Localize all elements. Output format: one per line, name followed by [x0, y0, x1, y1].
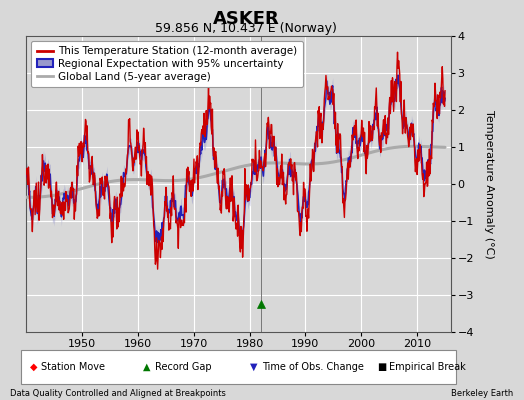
- Legend: This Temperature Station (12-month average), Regional Expectation with 95% uncer: This Temperature Station (12-month avera…: [31, 41, 303, 87]
- Text: Time of Obs. Change: Time of Obs. Change: [262, 362, 364, 372]
- Text: Empirical Break: Empirical Break: [389, 362, 465, 372]
- Y-axis label: Temperature Anomaly (°C): Temperature Anomaly (°C): [484, 110, 494, 258]
- Text: Data Quality Controlled and Aligned at Breakpoints: Data Quality Controlled and Aligned at B…: [10, 389, 226, 398]
- Text: ▼: ▼: [250, 362, 258, 372]
- Text: Record Gap: Record Gap: [155, 362, 211, 372]
- Text: ◆: ◆: [30, 362, 38, 372]
- Text: Station Move: Station Move: [41, 362, 105, 372]
- Text: Berkeley Earth: Berkeley Earth: [451, 389, 514, 398]
- Text: ASKER: ASKER: [213, 10, 280, 28]
- Text: ■: ■: [377, 362, 386, 372]
- Text: ▲: ▲: [143, 362, 150, 372]
- Text: 59.856 N, 10.437 E (Norway): 59.856 N, 10.437 E (Norway): [155, 22, 337, 35]
